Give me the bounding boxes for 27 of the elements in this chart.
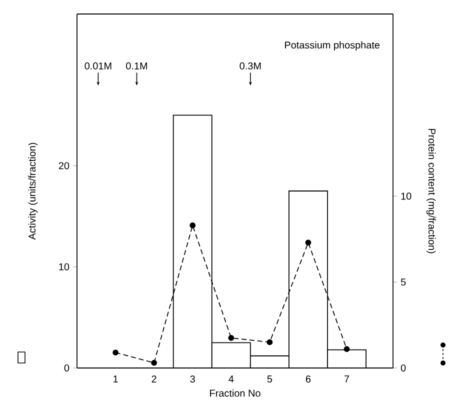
point: [266, 339, 273, 346]
x-tick-label: 5: [267, 376, 272, 382]
y2-axis-title: Protein content (mg/fraction): [426, 128, 436, 254]
y-axis-title: Activity (units/fraction): [28, 142, 38, 240]
point: [112, 350, 118, 356]
y-tick-label: 20: [58, 162, 70, 170]
point: [151, 360, 158, 366]
y2-tick-label: 0: [400, 364, 406, 372]
point: [190, 222, 196, 228]
annotation: 0.1M: [126, 62, 147, 70]
y-tick-label: 0: [64, 364, 70, 372]
x-tick-label: 1: [114, 376, 118, 382]
x-tick-label: 7: [344, 376, 350, 382]
x-tick-label: 6: [306, 376, 311, 383]
y-tick-label: 10: [59, 263, 70, 270]
point: [344, 346, 350, 352]
annotation: Potassium phosphate: [285, 41, 380, 50]
y2-tick-label: 10: [401, 192, 412, 200]
annotation: 0.01M: [84, 62, 112, 70]
x-tick-label: 2: [152, 376, 156, 382]
x-axis-title: Fraction No: [210, 389, 260, 397]
x-tick-label: 4: [228, 376, 234, 382]
point: [228, 334, 234, 341]
y2-tick-label: 5: [400, 278, 406, 286]
point: [305, 240, 312, 246]
x-tick-label: 3: [190, 376, 195, 383]
annotation: 0.3M: [240, 62, 261, 70]
